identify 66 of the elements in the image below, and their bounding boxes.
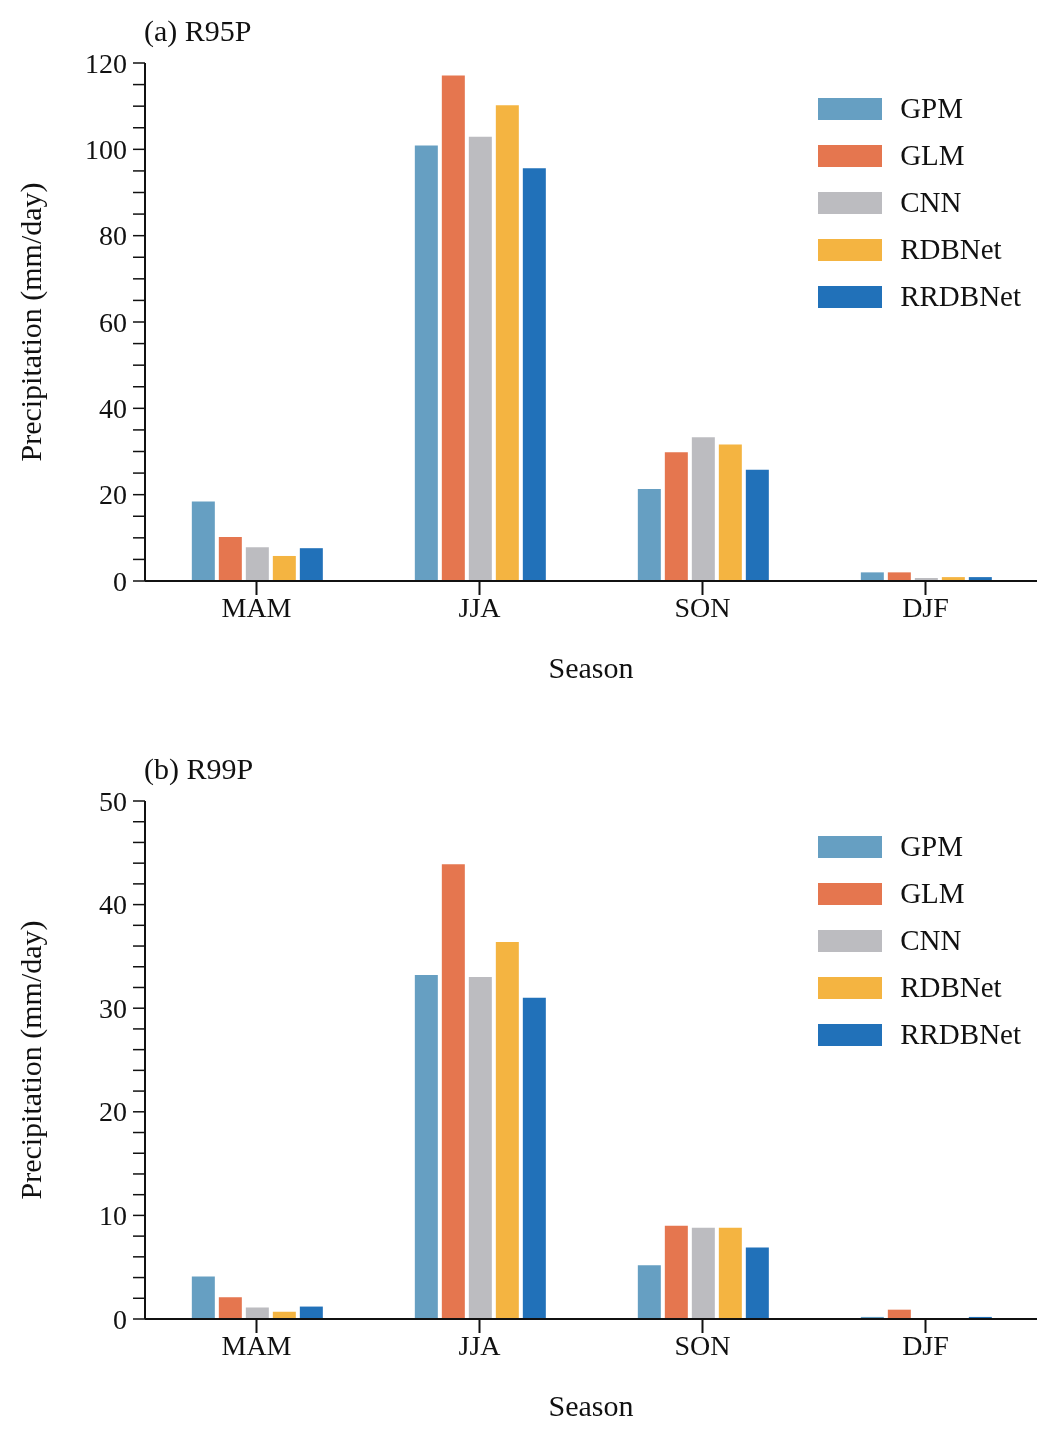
y-axis-title: Precipitation (mm/day)	[13, 920, 48, 1200]
chart-title: (b) R99P	[144, 752, 254, 786]
x-tick-label: JJA	[458, 591, 502, 623]
bar	[441, 75, 465, 581]
bar	[664, 452, 688, 581]
x-tick-label: JJA	[458, 1329, 502, 1361]
legend-label: RDBNet	[900, 233, 1002, 266]
bar	[637, 1265, 661, 1319]
bar	[745, 1247, 769, 1319]
legend-label: GLM	[900, 139, 965, 172]
legend-label: CNN	[900, 186, 962, 219]
x-tick-label: SON	[674, 1329, 731, 1361]
bar	[887, 572, 911, 581]
legend-label: GPM	[900, 830, 964, 863]
legend-label: RDBNet	[900, 971, 1002, 1004]
bar	[495, 941, 519, 1319]
y-tick-label: 120	[85, 47, 127, 79]
y-tick-label: 0	[113, 565, 127, 597]
bar	[495, 105, 519, 581]
y-tick-label: 20	[99, 479, 127, 511]
bar	[218, 536, 242, 581]
x-tick-label: MAM	[221, 591, 292, 623]
bar	[718, 1227, 742, 1319]
bar	[522, 168, 546, 581]
bar	[522, 997, 546, 1319]
y-tick-label: 60	[99, 306, 127, 338]
y-tick-label: 40	[99, 392, 127, 424]
legend-label: RRDBNet	[900, 1018, 1021, 1051]
bar	[664, 1225, 688, 1319]
bar	[468, 977, 492, 1319]
legend-label: CNN	[900, 924, 962, 957]
x-tick-label: MAM	[221, 1329, 292, 1361]
y-tick-label: 100	[85, 133, 127, 165]
y-tick-label: 50	[99, 785, 127, 817]
bar	[637, 489, 661, 581]
legend-label: RRDBNet	[900, 280, 1021, 313]
bar	[218, 1297, 242, 1319]
bar	[745, 469, 769, 581]
bar	[718, 444, 742, 581]
x-tick-label: SON	[674, 591, 731, 623]
y-tick-label: 40	[99, 889, 127, 921]
x-tick-label: DJF	[902, 1329, 949, 1361]
x-axis-title: Season	[548, 651, 634, 684]
legend-label: GPM	[900, 92, 964, 125]
bar	[272, 555, 296, 581]
chart-title: (a) R95P	[144, 14, 252, 48]
bar	[245, 547, 269, 581]
bar	[691, 1227, 715, 1319]
bar	[441, 864, 465, 1319]
bar	[191, 1276, 215, 1319]
bar	[691, 437, 715, 581]
bar	[299, 548, 323, 581]
y-tick-label: 20	[99, 1096, 127, 1128]
y-tick-label: 30	[99, 992, 127, 1024]
x-axis-title: Season	[548, 1389, 634, 1422]
bar	[414, 145, 438, 581]
legend-label: GLM	[900, 877, 965, 910]
bar	[414, 975, 438, 1319]
y-tick-label: 80	[99, 220, 127, 252]
x-tick-label: DJF	[902, 591, 949, 623]
y-axis-title: Precipitation (mm/day)	[13, 182, 48, 462]
y-tick-label: 10	[99, 1199, 127, 1231]
bar	[191, 501, 215, 581]
bar	[860, 572, 884, 581]
y-tick-label: 0	[113, 1303, 127, 1335]
bar	[468, 136, 492, 581]
